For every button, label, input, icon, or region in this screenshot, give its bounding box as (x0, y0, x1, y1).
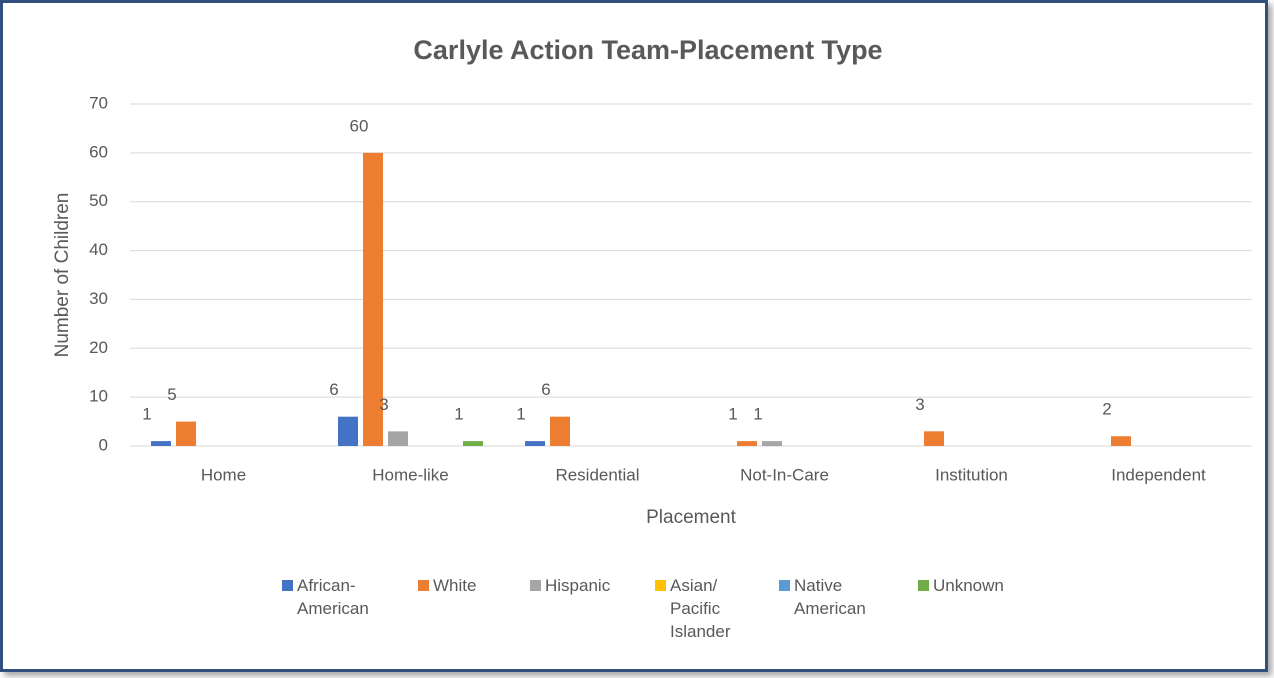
data-label: 1 (753, 405, 762, 424)
bar (1111, 436, 1131, 446)
data-label: 2 (1102, 400, 1111, 419)
chart-title: Carlyle Action Team-Placement Type (413, 35, 882, 65)
legend-label: African-American (297, 576, 369, 618)
bar (388, 431, 408, 446)
data-label: 60 (350, 116, 369, 135)
legend-item: Hispanic (530, 574, 610, 597)
data-label: 6 (541, 380, 550, 399)
y-tick-label: 0 (99, 435, 108, 454)
legend-label: Unknown (933, 576, 1004, 595)
bar (924, 431, 944, 446)
legend-swatch (282, 580, 293, 591)
x-tick-label: Residential (555, 465, 639, 484)
legend-swatch (655, 580, 666, 591)
legend-item: Unknown (918, 574, 1004, 597)
x-tick-label: Home-like (372, 465, 449, 484)
y-tick-label: 60 (89, 142, 108, 161)
legend-swatch (779, 580, 790, 591)
bar (151, 441, 171, 446)
x-tick-label: Not-In-Care (740, 465, 829, 484)
bar (338, 416, 358, 446)
data-label: 3 (915, 395, 924, 414)
x-tick-label: Institution (935, 465, 1008, 484)
data-label: 1 (728, 405, 737, 424)
legend-label: Native American (794, 576, 866, 618)
y-axis-label: Number of Children (52, 193, 73, 358)
legend-item: Asian/ Pacific Islander (655, 574, 730, 643)
data-label: 1 (142, 405, 151, 424)
data-label: 5 (167, 385, 176, 404)
legend-swatch (530, 580, 541, 591)
data-label: 3 (379, 395, 388, 414)
legend-item: African-American (282, 574, 369, 620)
legend-swatch (918, 580, 929, 591)
data-label: 6 (329, 380, 338, 399)
bar (176, 421, 196, 446)
bar (737, 441, 757, 446)
bar (525, 441, 545, 446)
y-tick-label: 20 (89, 338, 108, 357)
x-tick-label: Independent (1111, 465, 1206, 484)
bar (550, 416, 570, 446)
x-axis-label: Placement (646, 507, 736, 528)
y-tick-label: 70 (89, 93, 108, 112)
y-tick-label: 10 (89, 387, 108, 406)
y-tick-label: 30 (89, 289, 108, 308)
legend-item: Native American (779, 574, 866, 620)
legend-label: White (433, 576, 477, 595)
legend-label: Hispanic (545, 576, 611, 595)
legend-item: White (418, 574, 476, 597)
y-tick-label: 50 (89, 191, 108, 210)
legend-swatch (418, 580, 429, 591)
data-label: 1 (516, 405, 525, 424)
bar (363, 152, 383, 446)
bar (762, 441, 782, 446)
bar (463, 441, 483, 446)
legend-label: Asian/ Pacific Islander (670, 576, 731, 641)
data-label: 1 (454, 405, 463, 424)
x-tick-label: Home (201, 465, 246, 484)
y-tick-label: 40 (89, 240, 108, 259)
